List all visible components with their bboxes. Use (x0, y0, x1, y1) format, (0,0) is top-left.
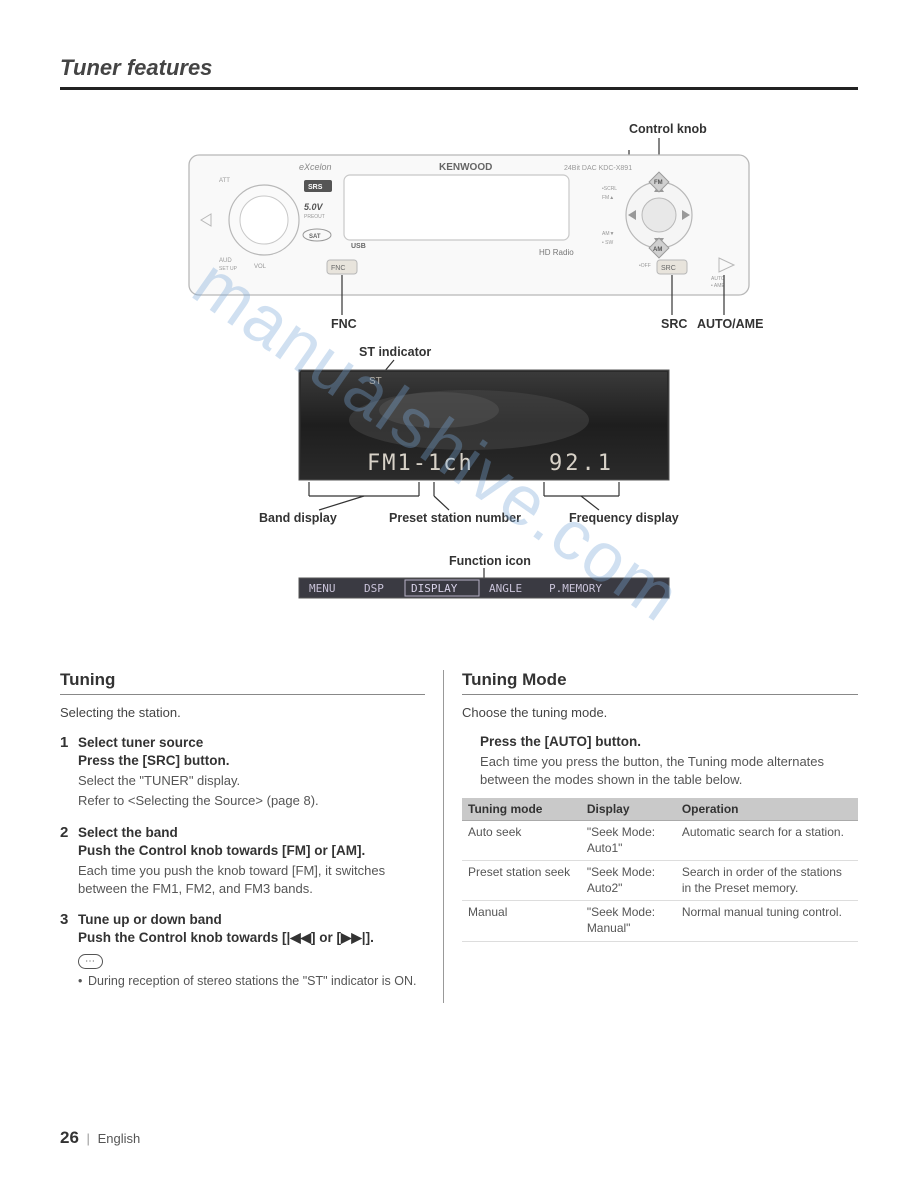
table-row: Manual "Seek Mode: Manual" Normal manual… (462, 901, 858, 941)
step-2: 2 Select the band Push the Control knob … (60, 824, 425, 898)
table-header: Display (581, 798, 676, 821)
step-num: 3 (60, 911, 68, 928)
step-action: Push the Control knob towards [FM] or [A… (78, 842, 425, 860)
svg-text:ST: ST (369, 376, 382, 387)
svg-text:USB: USB (351, 243, 366, 250)
label-function-icon: Function icon (449, 554, 531, 568)
tuning-intro: Selecting the station. (60, 705, 425, 720)
table-cell: Normal manual tuning control. (676, 901, 858, 941)
svg-text:FNC: FNC (331, 265, 345, 272)
svg-text:DISPLAY: DISPLAY (411, 582, 458, 595)
tuning-mode-intro: Choose the tuning mode. (462, 705, 858, 720)
svg-text:MENU: MENU (309, 582, 336, 595)
step-title: Tune up or down band (78, 911, 425, 929)
svg-text:SET UP: SET UP (219, 266, 238, 272)
step-action: Press the [SRC] button. (78, 752, 425, 770)
tuning-section: Tuning Selecting the station. 1 Select t… (60, 670, 443, 1003)
svg-text:P.MEMORY: P.MEMORY (549, 582, 602, 595)
table-header: Tuning mode (462, 798, 581, 821)
table-cell: "Seek Mode: Auto2" (581, 861, 676, 901)
step-title: Select tuner source (78, 734, 425, 752)
svg-text:AUTO: AUTO (711, 276, 725, 282)
faceplate-diagram: Control knob eXcelon KENWOOD 24Bit DAC K… (99, 120, 819, 620)
table-cell: "Seek Mode: Manual" (581, 901, 676, 941)
note-text: During reception of stereo stations the … (78, 973, 425, 990)
svg-text:AUD: AUD (219, 258, 232, 264)
diagram-area: Control knob eXcelon KENWOOD 24Bit DAC K… (60, 120, 858, 620)
table-cell: Manual (462, 901, 581, 941)
label-auto-ame: AUTO/AME (697, 317, 763, 331)
page-title: Tuner features (60, 55, 858, 90)
svg-text:ATT: ATT (219, 178, 230, 184)
footer-sep: | (87, 1131, 90, 1146)
label-preset-station: Preset station number (389, 511, 521, 525)
label-fnc: FNC (331, 317, 357, 331)
tuning-heading: Tuning (60, 670, 425, 695)
svg-text:FM: FM (654, 180, 663, 186)
svg-text:•OFF: •OFF (639, 263, 651, 269)
svg-text:5.0V: 5.0V (304, 202, 324, 212)
label-band-display: Band display (259, 511, 337, 525)
step-3: 3 Tune up or down band Push the Control … (60, 911, 425, 989)
svg-text:SAT: SAT (309, 234, 321, 240)
svg-text:HD Radio: HD Radio (539, 248, 574, 257)
step-body: Each time you push the knob toward [FM],… (78, 862, 425, 897)
table-cell: Auto seek (462, 821, 581, 861)
svg-text:• AME: • AME (711, 283, 725, 289)
table-cell: Automatic search for a station. (676, 821, 858, 861)
step-action: Push the Control knob towards [|◀◀] or [… (78, 929, 425, 947)
table-header: Operation (676, 798, 858, 821)
svg-text:AM: AM (653, 247, 662, 253)
brand-center: KENWOOD (439, 162, 492, 173)
label-src: SRC (661, 317, 687, 331)
step-title: Select the band (78, 824, 425, 842)
step-body: Refer to <Selecting the Source> (page 8)… (78, 792, 425, 810)
tuning-mode-table: Tuning mode Display Operation Auto seek … (462, 798, 858, 942)
svg-text:•SCRL: •SCRL (602, 186, 617, 192)
step-body: Select the "TUNER" display. (78, 772, 425, 790)
step-num: 2 (60, 824, 68, 841)
step-num: 1 (60, 734, 68, 751)
svg-text:• SW: • SW (602, 240, 613, 246)
label-control-knob: Control knob (629, 122, 707, 136)
svg-text:SRC: SRC (661, 265, 676, 272)
svg-text:AM▼: AM▼ (602, 231, 614, 237)
footer-lang: English (98, 1131, 141, 1146)
table-row: Preset station seek "Seek Mode: Auto2" S… (462, 861, 858, 901)
step-1: 1 Select tuner source Press the [SRC] bu… (60, 734, 425, 810)
svg-text:SRS: SRS (308, 184, 323, 191)
svg-text:FM1-1ch: FM1-1ch (367, 451, 474, 476)
mode-body: Each time you press the button, the Tuni… (480, 753, 858, 788)
model-right: 24Bit DAC KDC-X891 (564, 165, 632, 172)
svg-text:ANGLE: ANGLE (489, 582, 522, 595)
content-columns: Tuning Selecting the station. 1 Select t… (60, 670, 858, 1003)
svg-text:FM▲: FM▲ (602, 195, 614, 201)
svg-text:VOL: VOL (254, 264, 267, 270)
label-st-indicator: ST indicator (359, 345, 431, 359)
mode-action: Press the [AUTO] button. (480, 734, 858, 749)
footer-page-num: 26 (60, 1128, 79, 1147)
svg-text:DSP: DSP (364, 582, 384, 595)
table-cell: "Seek Mode: Auto1" (581, 821, 676, 861)
label-frequency-display: Frequency display (569, 511, 679, 525)
table-cell: Preset station seek (462, 861, 581, 901)
page-footer: 26 | English (60, 1128, 140, 1148)
brand-left: eXcelon (299, 162, 332, 172)
note-icon: ⋯ (78, 954, 103, 969)
table-row: Auto seek "Seek Mode: Auto1" Automatic s… (462, 821, 858, 861)
svg-text:PREOUT: PREOUT (304, 214, 325, 220)
svg-text:92.1: 92.1 (549, 451, 614, 476)
table-cell: Search in order of the stations in the P… (676, 861, 858, 901)
tuning-mode-heading: Tuning Mode (462, 670, 858, 695)
tuning-mode-section: Tuning Mode Choose the tuning mode. Pres… (443, 670, 858, 1003)
